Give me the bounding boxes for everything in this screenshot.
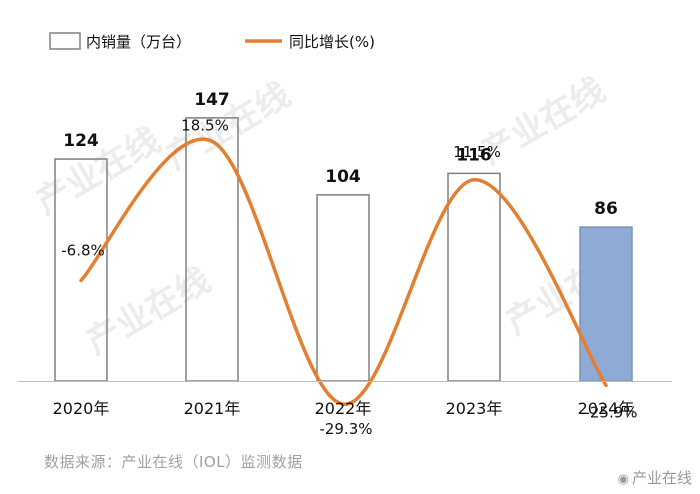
signature-text: 产业在线 [631, 469, 692, 487]
x-tick-label: 2023年 [446, 399, 503, 418]
x-tick-label: 2022年 [315, 399, 372, 418]
growth-line-layer: -6.8% 18.5% -29.3% 11.5% -25.9% [61, 116, 637, 438]
bar [579, 226, 633, 382]
growth-label: -29.3% [319, 420, 372, 438]
weibo-icon: ◉ [617, 472, 629, 487]
bar-value-label: 147 [194, 90, 230, 110]
growth-label: -6.8% [61, 241, 105, 259]
growth-label: 11.5% [453, 143, 501, 161]
bar-value-label: 104 [325, 167, 361, 187]
bar-value-label: 86 [594, 199, 618, 219]
signature: ◉ 产业在线 [618, 467, 692, 488]
legend-line-label: 同比增长(%) [289, 33, 375, 51]
legend-bar-swatch [49, 32, 81, 50]
growth-label: 18.5% [181, 116, 229, 134]
bar-value-label: 116 [456, 145, 492, 165]
x-tick-label: 2020年 [53, 399, 110, 418]
bar-value-label: 124 [63, 131, 99, 151]
bar [447, 172, 501, 382]
x-tick-label: 2021年 [184, 399, 241, 418]
bar [316, 194, 370, 382]
growth-label: -25.9% [584, 403, 637, 421]
legend: 内销量（万台） 同比增长(%) [49, 32, 375, 51]
x-tick-label: 2024年 [578, 399, 635, 418]
growth-line [79, 137, 608, 406]
x-axis: 2020年 2021年 2022年 2023年 2024年 [18, 381, 672, 418]
watermark-text: 产业在线 [80, 260, 218, 363]
source-note: 数据来源：产业在线（IOL）监测数据 [44, 453, 303, 471]
legend-bar-label: 内销量（万台） [86, 33, 191, 51]
